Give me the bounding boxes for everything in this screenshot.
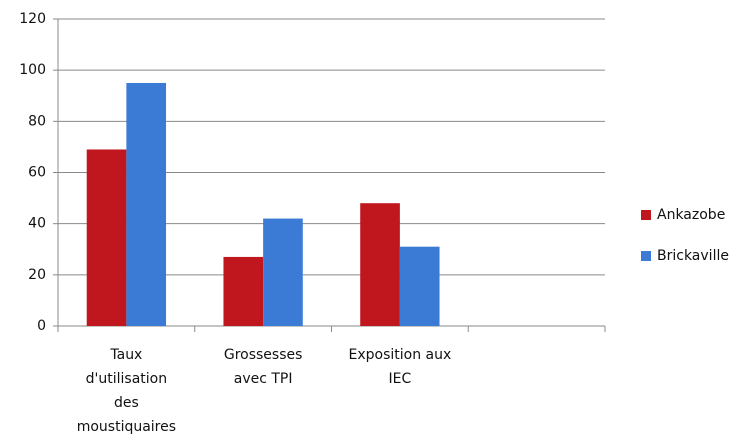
y-tick-label: 60 — [28, 165, 46, 181]
legend-label: Brickaville — [657, 248, 729, 264]
bar — [126, 82, 167, 326]
y-tick-label: 100 — [19, 62, 46, 78]
bar — [263, 218, 303, 326]
x-tick-label: Exposition aux IEC — [348, 347, 451, 387]
bar — [399, 246, 440, 326]
legend-swatch — [641, 251, 651, 261]
legend-label: Ankazobe — [657, 207, 725, 223]
x-tick-label: Grossesses avec TPI — [224, 347, 303, 387]
bar — [360, 203, 400, 326]
legend-swatch — [641, 210, 651, 220]
y-tick-label: 40 — [28, 216, 46, 232]
y-tick-label: 0 — [37, 318, 46, 334]
y-tick-label: 80 — [28, 113, 46, 129]
x-tick-label: Taux d'utilisation des moustiquaires — [77, 347, 176, 435]
bar — [223, 256, 264, 326]
bar — [86, 149, 127, 326]
y-tick-label: 120 — [19, 11, 46, 27]
y-tick-label: 20 — [28, 267, 46, 283]
